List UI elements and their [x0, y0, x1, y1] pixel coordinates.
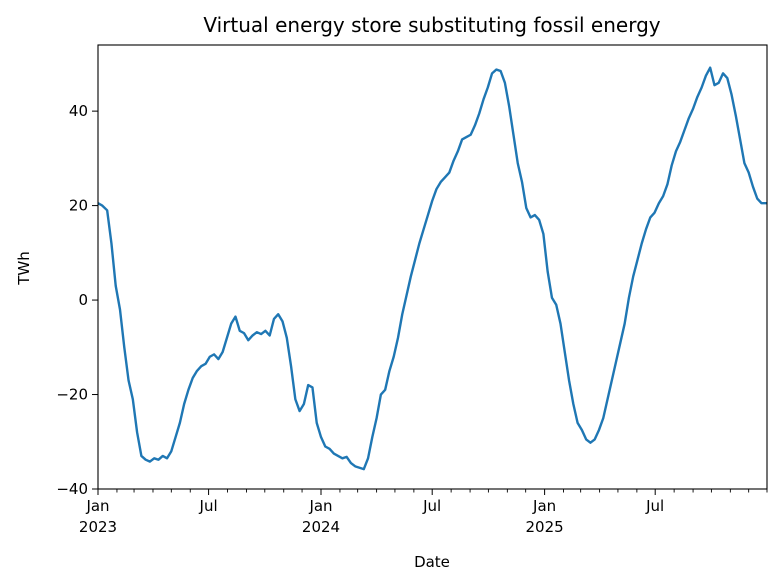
- x-axis-label: Date: [414, 553, 450, 571]
- series-line-0: [97, 66, 767, 471]
- y-tick-label: 40: [69, 102, 88, 120]
- x-tick-label: Jul: [422, 497, 441, 515]
- y-tick-label: −40: [56, 480, 88, 498]
- y-tick-label: −20: [56, 386, 88, 404]
- plot-frame: [97, 44, 768, 490]
- series-layer: [97, 66, 767, 471]
- axes: −40 −20 0 20 40 Jan 2023 Jul Jan 2024 Jul Jan 2025 Ju…: [56, 102, 768, 536]
- chart-title: Virtual energy store substituting fossil…: [203, 13, 660, 37]
- y-axis-label: TWh: [15, 251, 33, 286]
- x-tick-label: Jul: [645, 497, 664, 515]
- y-tick-label: 20: [69, 197, 88, 215]
- x-tick-year-label: 2023: [79, 518, 117, 536]
- x-tick-label: Jan: [85, 497, 109, 515]
- x-tick-label: Jan: [532, 497, 556, 515]
- y-tick-label: 0: [78, 291, 88, 309]
- x-tick-year-label: 2024: [302, 518, 340, 536]
- x-tick-label: Jul: [199, 497, 218, 515]
- x-tick-label: Jan: [308, 497, 332, 515]
- x-tick-year-label: 2025: [526, 518, 564, 536]
